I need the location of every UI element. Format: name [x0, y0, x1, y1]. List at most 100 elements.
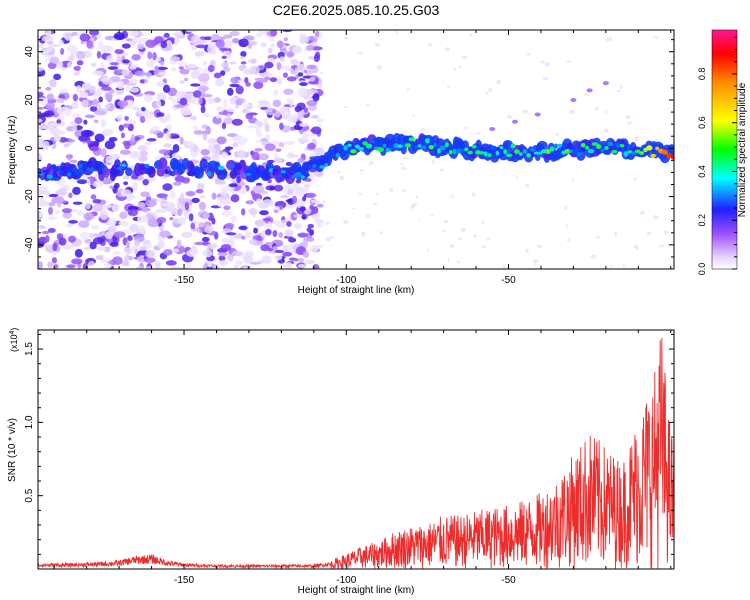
spectrogram-noise-blob	[309, 244, 319, 253]
spectrogram-ridge-core	[576, 151, 582, 157]
spectrogram-ridge-core	[564, 148, 571, 154]
spectrogram-noise-blob	[162, 183, 173, 191]
spectrogram-noise-blob	[248, 207, 258, 215]
spectrogram-noise-blob	[249, 66, 254, 75]
spectrogram-ridge-core	[553, 143, 558, 149]
spectrogram-noise-blob	[321, 200, 326, 203]
spectrogram-noise-blob	[305, 44, 315, 51]
spectrogram-ridge-core	[533, 151, 540, 155]
spectrogram-ridge-core	[585, 145, 590, 150]
spectrogram-noise-blob	[218, 111, 228, 116]
spectrogram-noise-blob	[258, 64, 265, 71]
spectrogram-noise-blob	[564, 205, 568, 210]
spectrogram-noise-blob	[104, 92, 113, 101]
spectrogram-noise-blob	[83, 119, 88, 125]
spectrogram-noise-blob	[71, 31, 78, 37]
spectrogram-noise-blob	[596, 235, 600, 239]
spectrogram-noise-blob	[47, 261, 53, 268]
spectrogram-ridge-core	[54, 166, 61, 172]
spectrogram-noise-blob	[302, 239, 309, 248]
spectrogram-y-tick-label: -40	[24, 237, 35, 252]
spectrogram-ridge-core	[222, 170, 228, 176]
spectrogram-noise-blob	[163, 143, 172, 148]
spectrogram-noise-blob	[141, 106, 146, 112]
spectrogram-noise-blob	[202, 61, 208, 66]
spectrogram-noise-blob	[214, 181, 227, 185]
spectrogram-noise-blob	[100, 75, 108, 79]
spectrogram-noise-blob	[297, 63, 306, 72]
spectrogram-noise-blob	[254, 219, 265, 227]
spectrogram-ridge-core	[358, 146, 365, 151]
spectrogram-noise-blob	[107, 218, 117, 226]
spectrogram-ridge-core	[479, 151, 485, 155]
spectrogram-ridge-core	[538, 151, 543, 155]
spectrogram-noise-blob	[565, 223, 568, 228]
spectrogram-noise-blob	[156, 92, 167, 102]
spectrogram-noise-blob	[113, 32, 125, 41]
spectrogram-noise-blob	[63, 244, 74, 250]
spectrogram-ridge-core	[460, 148, 465, 152]
spectrogram-ridge-core	[413, 145, 418, 151]
spectrogram-noise-blob	[282, 30, 293, 33]
spectrogram-noise-blob	[223, 66, 231, 72]
spectrogram-noise-blob	[312, 93, 320, 102]
spectrogram-noise-blob	[243, 106, 251, 115]
spectrogram-ridge-core	[650, 153, 657, 158]
spectrogram-noise-blob	[207, 138, 218, 144]
spectrogram-noise-blob	[299, 206, 306, 212]
spectrogram-noise-blob	[283, 37, 289, 42]
spectrogram-noise-blob	[207, 64, 215, 73]
spectrogram-noise-blob	[76, 60, 84, 66]
spectrogram-noise-blob	[275, 148, 282, 152]
spectrogram-noise-blob	[88, 85, 96, 94]
spectrogram-noise-blob	[124, 115, 129, 121]
spectrogram-noise-blob	[412, 202, 418, 206]
spectrogram-noise-blob	[257, 121, 263, 128]
spectrogram-noise-blob	[125, 85, 130, 91]
spectrogram-ridge-core	[272, 168, 279, 173]
spectrogram-ridge-core	[81, 164, 88, 170]
spectrogram-noise-blob	[73, 72, 80, 76]
spectrogram-noise-blob	[190, 83, 201, 87]
spectrogram-noise-blob	[190, 70, 200, 79]
spectrogram-noise-blob	[251, 151, 260, 161]
spectrogram-noise-blob	[525, 248, 529, 254]
spectrogram-noise-blob	[78, 220, 90, 228]
spectrogram-noise-blob	[122, 59, 130, 64]
spectrogram-noise-blob	[218, 255, 226, 262]
spectrogram-noise-blob	[376, 65, 382, 70]
spectrogram-noise-blob	[486, 237, 491, 241]
spectrogram-noise-blob	[38, 91, 44, 97]
spectrogram-noise-blob	[202, 249, 213, 258]
spectrogram-noise-blob	[104, 140, 116, 150]
spectrogram-noise-blob	[297, 110, 304, 120]
spectrogram-noise-blob	[306, 192, 317, 199]
spectrogram-ridge-core	[572, 149, 579, 154]
spectrogram-noise-blob	[181, 231, 193, 238]
spectrogram-noise-blob	[309, 204, 314, 211]
spectrogram-noise-blob	[262, 199, 274, 207]
spectrogram-noise-blob	[303, 96, 312, 100]
spectrogram-noise-blob	[269, 36, 275, 43]
spectrogram-noise-blob	[197, 183, 205, 190]
spectrogram-ridge-core	[526, 153, 532, 158]
spectrogram-ridge-core	[397, 144, 403, 148]
spectrogram-noise-blob	[121, 43, 131, 49]
spectrogram-noise-blob	[283, 187, 289, 196]
spectrogram-noise-blob	[286, 76, 297, 82]
spectrogram-noise-blob	[471, 192, 476, 197]
spectrogram-ridge-blob	[156, 167, 165, 177]
spectrogram-noise-blob	[213, 72, 222, 79]
spectrogram-noise-blob	[325, 237, 331, 242]
spectrogram-ridge-core	[464, 147, 469, 152]
spectrogram-noise-blob	[245, 200, 255, 205]
spectrogram-ridge-core	[230, 163, 236, 169]
spectrogram-noise-blob	[137, 215, 149, 224]
spectrogram-noise-blob	[112, 256, 123, 266]
spectrogram-ridge-core	[587, 148, 595, 154]
spectrogram-noise-blob	[95, 255, 104, 261]
spectrogram-noise-blob	[633, 177, 637, 181]
spectrogram-noise-blob	[265, 133, 270, 140]
spectrogram-noise-blob	[245, 250, 254, 258]
spectrogram-noise-blob	[223, 99, 228, 108]
